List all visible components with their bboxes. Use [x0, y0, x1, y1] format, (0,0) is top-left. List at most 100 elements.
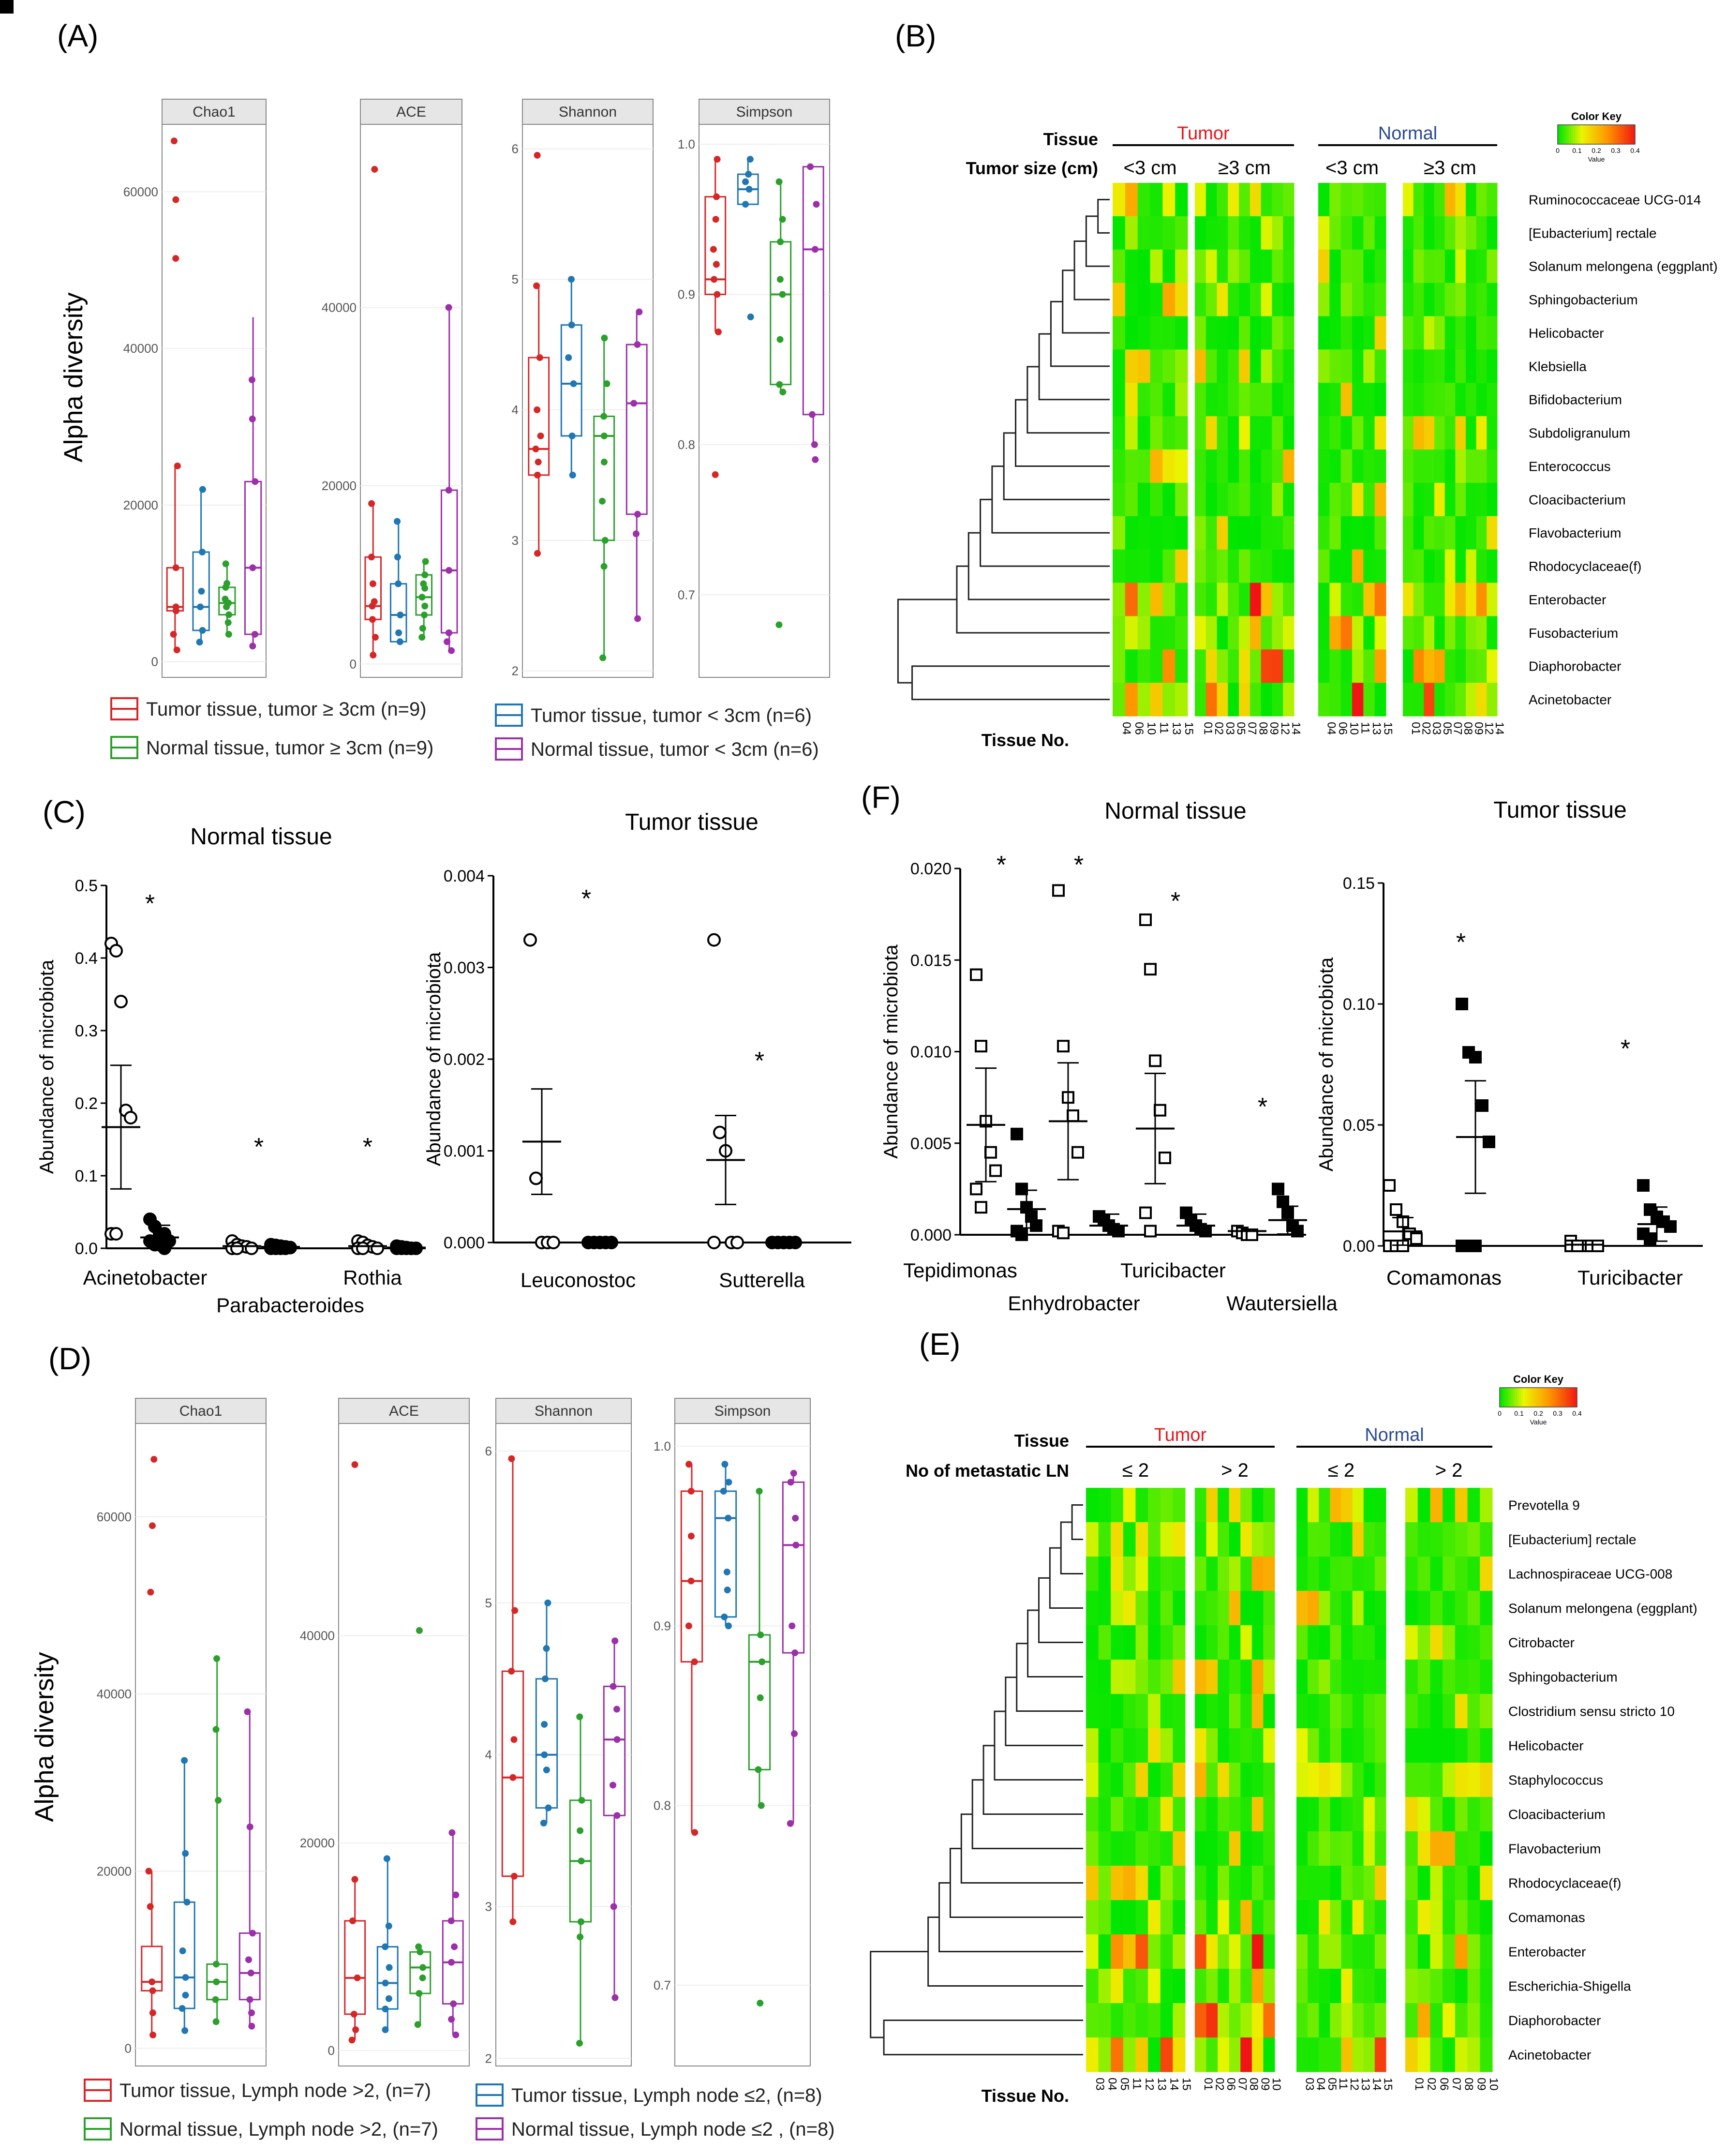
heat-cell: [1239, 416, 1250, 450]
data-point: [249, 415, 256, 422]
heat-cell: [1352, 249, 1364, 284]
data-point: [448, 2016, 455, 2023]
data-point: [348, 2036, 356, 2044]
heat-cell: [1424, 283, 1435, 316]
heat-cell: [1363, 516, 1375, 550]
data-point: [757, 1694, 764, 1701]
tissue-id: 10: [1270, 2078, 1283, 2091]
heat-cell: [1195, 683, 1206, 717]
box-iqr: [409, 1951, 432, 1994]
taxon-label: Acinetobacter: [1508, 2048, 1591, 2063]
legend-label: Tumor tissue, Lymph node ≤2, (n=8): [511, 2085, 822, 2106]
heat-cell: [1341, 1797, 1353, 1832]
color-key-swatch: [1596, 125, 1599, 144]
heat-cell: [1217, 349, 1228, 383]
data-point: [807, 163, 814, 170]
taxon-label: Fusobacterium: [1529, 626, 1618, 641]
heat-cell: [1467, 1488, 1480, 1523]
heat-cell: [1175, 216, 1188, 250]
data-point: [989, 1164, 1002, 1177]
y-tick-label: 0.001: [444, 1142, 485, 1161]
heat-cell: [1374, 249, 1386, 284]
heat-cell: [1283, 416, 1294, 450]
heat-cell: [1480, 1625, 1493, 1660]
heat-cell: [1413, 616, 1424, 650]
heat-cell: [1239, 316, 1250, 350]
color-key-swatch: [1507, 1388, 1510, 1407]
heat-cell: [1487, 283, 1498, 316]
tissue-id: 07: [1236, 2078, 1249, 2091]
data-point: [577, 1933, 584, 1941]
heat-cell: [1239, 249, 1250, 284]
taxon-label: Staphylococcus: [1508, 1773, 1603, 1788]
heat-cell: [1319, 1969, 1330, 2004]
heat-cell: [1329, 482, 1341, 517]
heat-cell: [1251, 1831, 1264, 1866]
facet-title: Simpson: [736, 104, 793, 120]
heat-cell: [1424, 516, 1435, 550]
heat-cell: [1467, 1900, 1480, 1935]
taxon-label: [Eubacterium] rectale: [1508, 1532, 1637, 1547]
heat-cell: [1480, 1900, 1493, 1935]
data-point: [385, 1922, 392, 1930]
taxon-label: Helicobacter: [1508, 1738, 1584, 1753]
category-label: Leuconostoc: [521, 1269, 636, 1291]
category-label: Wautersiella: [1226, 1292, 1338, 1315]
dot-title: Normal tissue: [190, 824, 332, 850]
color-key-frame: [1499, 1387, 1577, 1407]
heat-cell: [1173, 1900, 1186, 1935]
heat-cell: [1341, 1591, 1353, 1626]
heat-cell: [1123, 2037, 1136, 2072]
tick-label: 0.9: [654, 1618, 671, 1633]
heat-cell: [1229, 1763, 1241, 1797]
dendrogram-branch: [1085, 215, 1110, 267]
box-iqr: [714, 1490, 737, 1618]
data-point: [1272, 1183, 1284, 1196]
heat-cell: [1195, 649, 1206, 683]
heat-cell: [1480, 1831, 1493, 1866]
data-point: [368, 554, 375, 561]
data-point: [1071, 1146, 1084, 1159]
legend-label: Tumor ≥ 3cm (n=9): [641, 0, 1726, 4]
y-tick-label: 0.05: [1343, 1116, 1375, 1135]
tick-label: 40000: [322, 300, 357, 314]
heat-cell: [1098, 2037, 1111, 2072]
heat-cell: [1363, 1728, 1375, 1763]
data-point: [599, 654, 607, 661]
taxon-label: Acinetobacter: [1529, 692, 1611, 707]
taxon-label: Diaphorobacter: [1508, 2013, 1601, 2028]
heat-cell: [1329, 349, 1341, 383]
y-tick-label: 0.020: [910, 860, 952, 878]
data-point: [197, 603, 204, 611]
data-point: [150, 1456, 158, 1463]
dendrogram-branch: [1097, 198, 1110, 234]
heat-cell: [1374, 1900, 1386, 1935]
tissue-id: 14: [1290, 722, 1303, 735]
data-point: [182, 1991, 189, 1999]
data-point: [707, 1236, 721, 1249]
heat-cell: [1374, 1488, 1386, 1523]
heat-cell: [1125, 416, 1138, 450]
data-point: [811, 441, 818, 448]
category-label: Rothia: [343, 1266, 402, 1289]
heat-cell: [1218, 1728, 1230, 1763]
heat-cell: [1455, 383, 1466, 417]
data-point: [745, 171, 752, 178]
data-point: [610, 1903, 617, 1910]
dot-title: Tumor tissue: [625, 809, 759, 835]
color-key-swatch: [1585, 125, 1587, 144]
data-point: [713, 261, 720, 268]
heat-cell: [1229, 1797, 1241, 1832]
data-point: [634, 615, 641, 622]
heat-cell: [1424, 216, 1435, 250]
heat-cell: [1111, 1900, 1124, 1935]
data-point: [223, 603, 230, 611]
heat-cell: [1434, 249, 1445, 284]
heat-cell: [1175, 516, 1188, 550]
heat-cell: [1352, 2003, 1364, 2038]
heat-cell: [1228, 482, 1239, 517]
facet-title: Shannon: [535, 1403, 593, 1419]
data-point: [534, 406, 541, 413]
data-point: [247, 1969, 254, 1976]
color-key-swatch: [1587, 125, 1589, 144]
